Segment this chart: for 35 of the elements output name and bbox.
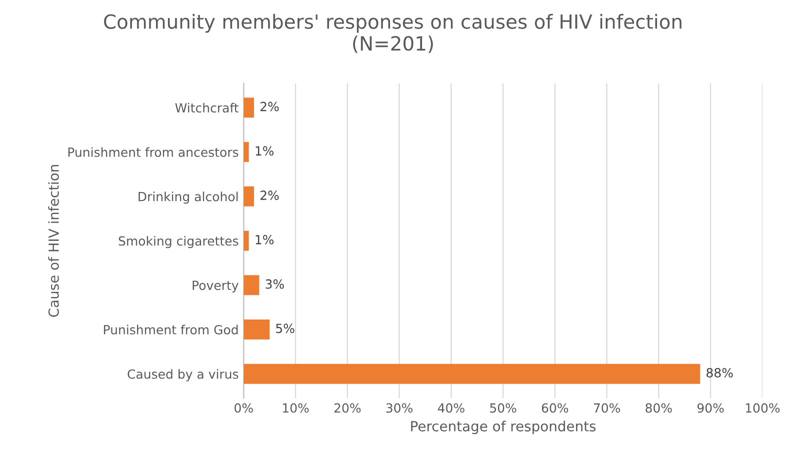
x-tick-label: 60% bbox=[542, 403, 568, 413]
x-tick-label: 80% bbox=[646, 403, 672, 413]
bar bbox=[244, 320, 270, 340]
x-tick-label: 70% bbox=[594, 403, 620, 413]
y-tick-label: Punishment from ancestors bbox=[68, 147, 238, 157]
x-tick-label: 50% bbox=[490, 403, 516, 413]
data-label: 1% bbox=[256, 234, 274, 244]
x-tick-label: 40% bbox=[438, 403, 464, 413]
y-tick-label: Caused by a virus bbox=[128, 369, 238, 382]
y-tick-label: Witchcraft bbox=[175, 102, 238, 113]
bar bbox=[244, 230, 249, 251]
y-tick-label: Poverty bbox=[192, 280, 238, 292]
x-tick-label: 100% bbox=[746, 403, 780, 413]
bar bbox=[244, 364, 700, 384]
y-tick-label: Drinking alcohol bbox=[138, 192, 238, 204]
x-tick-label: 20% bbox=[334, 403, 361, 413]
data-label: 88% bbox=[706, 368, 733, 378]
bar bbox=[244, 186, 254, 206]
y-axis-title: Cause of HIV infection bbox=[48, 165, 59, 317]
bar bbox=[244, 275, 260, 296]
x-tick-label: 90% bbox=[697, 403, 724, 413]
x-axis-title: Percentage of respondents bbox=[411, 420, 596, 434]
data-label: 2% bbox=[260, 102, 279, 112]
data-label: 2% bbox=[260, 190, 279, 200]
bar bbox=[244, 98, 254, 118]
data-label: 3% bbox=[266, 279, 284, 289]
chart-title: Community members' responses on causes of HIV infection (N=201) bbox=[104, 14, 682, 54]
x-tick-label: 10% bbox=[283, 403, 309, 413]
y-tick-label: Smoking cigarettes bbox=[118, 236, 238, 248]
y-tick-label: Punishment from God bbox=[104, 324, 238, 334]
x-tick-label: 0% bbox=[234, 403, 253, 413]
data-label: 5% bbox=[276, 324, 294, 334]
bar bbox=[244, 142, 249, 162]
x-tick-label: 30% bbox=[386, 403, 412, 413]
data-label: 1% bbox=[256, 146, 274, 156]
